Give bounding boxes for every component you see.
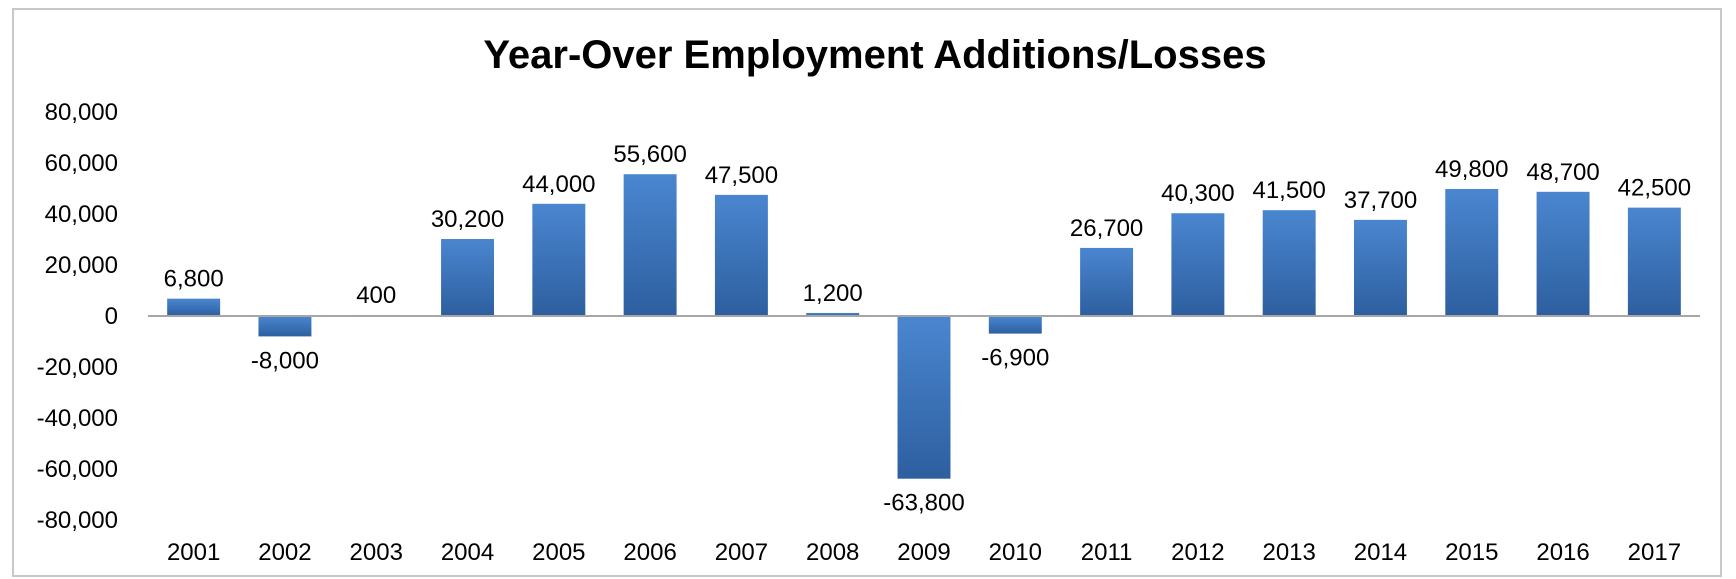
y-tick-label: 20,000 bbox=[45, 252, 118, 279]
data-label-2017: 42,500 bbox=[1618, 175, 1691, 202]
data-label-2004: 30,200 bbox=[431, 206, 504, 233]
data-label-2011: 26,700 bbox=[1070, 215, 1143, 242]
x-tick-label: 2002 bbox=[258, 539, 311, 566]
bar-2013 bbox=[1262, 210, 1316, 316]
y-tick-label: 60,000 bbox=[45, 150, 118, 177]
y-tick-label: -40,000 bbox=[37, 405, 118, 432]
x-tick-label: 2014 bbox=[1354, 539, 1407, 566]
data-label-2009: -63,800 bbox=[883, 490, 964, 517]
x-tick-label: 2015 bbox=[1445, 539, 1498, 566]
chart-frame bbox=[12, 8, 1722, 577]
x-tick-label: 2010 bbox=[989, 539, 1042, 566]
x-tick-label: 2008 bbox=[806, 539, 859, 566]
data-label-2012: 40,300 bbox=[1161, 180, 1234, 207]
data-label-2003: 400 bbox=[356, 282, 396, 309]
bar-2001 bbox=[167, 298, 221, 316]
chart-title: Year-Over Employment Additions/Losses bbox=[483, 33, 1266, 77]
y-tick-label: 80,000 bbox=[45, 99, 118, 126]
bar-2012 bbox=[1171, 213, 1225, 316]
x-tick-label: 2011 bbox=[1081, 539, 1133, 566]
y-tick-label: -20,000 bbox=[37, 354, 118, 381]
data-label-2001: 6,800 bbox=[164, 266, 224, 293]
bar-2005 bbox=[532, 203, 586, 316]
y-tick-label: 0 bbox=[105, 303, 118, 330]
bar-2014 bbox=[1353, 219, 1407, 316]
x-axis-ticks: 2001 2002 2003 2004 2005 2006 2007 2008 2009 2010… bbox=[167, 539, 1681, 566]
bar-2006 bbox=[623, 174, 677, 316]
bar-2009 bbox=[897, 316, 951, 479]
x-tick-label: 2016 bbox=[1536, 539, 1589, 566]
x-tick-label: 2013 bbox=[1262, 539, 1315, 566]
data-label-2015: 49,800 bbox=[1435, 156, 1508, 183]
data-label-2008: 1,200 bbox=[803, 280, 863, 307]
data-label-2006: 55,600 bbox=[613, 141, 686, 168]
bar-2017 bbox=[1627, 207, 1681, 316]
y-tick-label: -80,000 bbox=[37, 507, 118, 534]
x-tick-label: 2009 bbox=[897, 539, 950, 566]
data-label-2002: -8,000 bbox=[251, 347, 319, 374]
bar-2007 bbox=[714, 194, 768, 316]
x-tick-label: 2001 bbox=[167, 539, 220, 566]
data-label-2010: -6,900 bbox=[981, 345, 1049, 372]
data-label-2016: 48,700 bbox=[1526, 159, 1599, 186]
data-label-2005: 44,000 bbox=[522, 171, 595, 198]
y-tick-label: -60,000 bbox=[37, 456, 118, 483]
x-tick-label: 2017 bbox=[1628, 539, 1681, 566]
y-tick-label: 40,000 bbox=[45, 201, 118, 228]
bar-2011 bbox=[1080, 247, 1134, 316]
data-labels-group: 6,800 -8,000 400 30,200 44,000 55,600 47,500 1,… bbox=[164, 141, 1691, 516]
data-label-2013: 41,500 bbox=[1252, 177, 1325, 204]
bars-group bbox=[167, 174, 1681, 479]
x-tick-label: 2006 bbox=[623, 539, 676, 566]
bar-2015 bbox=[1445, 189, 1499, 316]
data-label-2007: 47,500 bbox=[705, 162, 778, 189]
bar-2004 bbox=[441, 238, 495, 316]
x-tick-label: 2003 bbox=[350, 539, 403, 566]
bar-2002 bbox=[258, 316, 312, 337]
bar-2016 bbox=[1536, 191, 1590, 316]
data-label-2014: 37,700 bbox=[1344, 187, 1417, 214]
x-tick-label: 2007 bbox=[715, 539, 768, 566]
y-axis-ticks: 80,000 60,000 40,000 20,000 0 -20,000 -40,000 -… bbox=[37, 99, 118, 534]
bar-2008 bbox=[806, 312, 860, 316]
x-tick-label: 2012 bbox=[1171, 539, 1224, 566]
bar-2010 bbox=[988, 316, 1042, 334]
x-tick-label: 2004 bbox=[441, 539, 494, 566]
x-tick-label: 2005 bbox=[532, 539, 585, 566]
